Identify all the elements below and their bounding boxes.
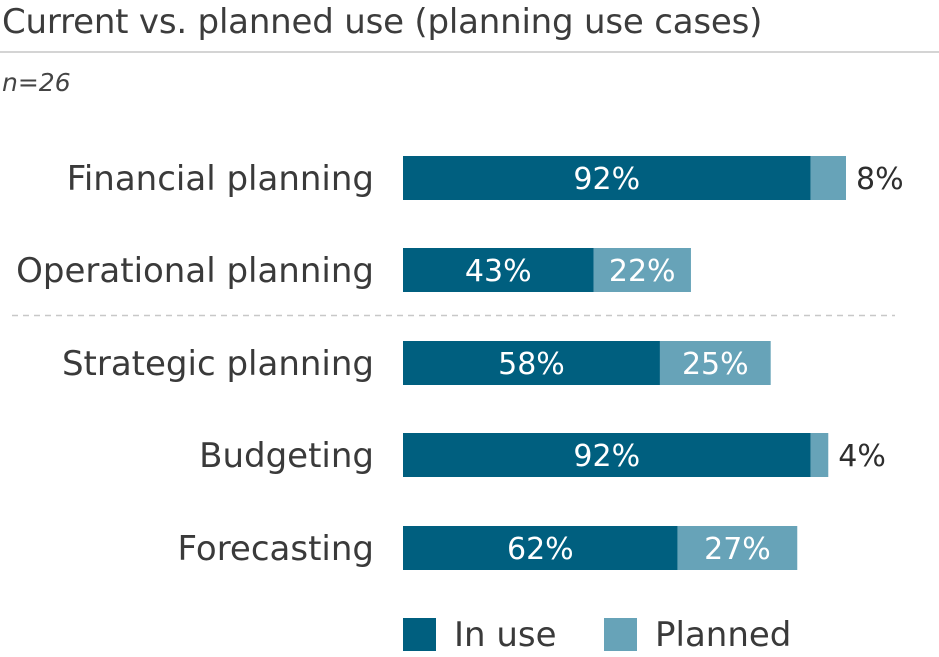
category-label-strategic-planning: Strategic planning	[62, 344, 374, 384]
bar-planned-financial-planning	[810, 156, 846, 200]
data-label-planned-strategic-planning: 25%	[682, 347, 749, 382]
title-divider	[0, 51, 939, 53]
bar-planned-operational-planning	[593, 248, 691, 292]
legend-label-in-use: In use	[454, 615, 557, 655]
bar-in-use-forecasting	[403, 526, 678, 570]
bar-planned-budgeting	[810, 433, 829, 477]
category-label-operational-planning: Operational planning	[16, 251, 374, 291]
legend-label-planned: Planned	[655, 615, 791, 655]
data-label-in-use-budgeting: 92%	[573, 439, 640, 474]
bar-in-use-operational-planning	[403, 248, 594, 292]
legend-swatch-in-use	[403, 618, 436, 651]
chart-title: Current vs. planned use (planning use ca…	[2, 2, 763, 42]
bar-planned-forecasting	[677, 526, 798, 570]
bar-planned-strategic-planning	[659, 341, 771, 385]
data-label-planned-financial-planning: 8%	[856, 162, 904, 197]
category-label-financial-planning: Financial planning	[67, 159, 374, 199]
sample-size-note: n=26	[2, 68, 71, 97]
bar-in-use-budgeting	[403, 433, 811, 477]
category-label-budgeting: Budgeting	[199, 436, 374, 476]
data-label-planned-operational-planning: 22%	[609, 254, 676, 289]
bar-in-use-strategic-planning	[403, 341, 660, 385]
legend-swatch-planned	[604, 618, 637, 651]
data-label-planned-budgeting: 4%	[838, 439, 886, 474]
data-label-in-use-operational-planning: 43%	[465, 254, 532, 289]
data-label-planned-forecasting: 27%	[704, 532, 771, 567]
data-label-in-use-strategic-planning: 58%	[498, 347, 565, 382]
bar-in-use-financial-planning	[403, 156, 811, 200]
data-label-in-use-financial-planning: 92%	[573, 162, 640, 197]
data-label-in-use-forecasting: 62%	[507, 532, 574, 567]
category-label-forecasting: Forecasting	[178, 529, 374, 569]
